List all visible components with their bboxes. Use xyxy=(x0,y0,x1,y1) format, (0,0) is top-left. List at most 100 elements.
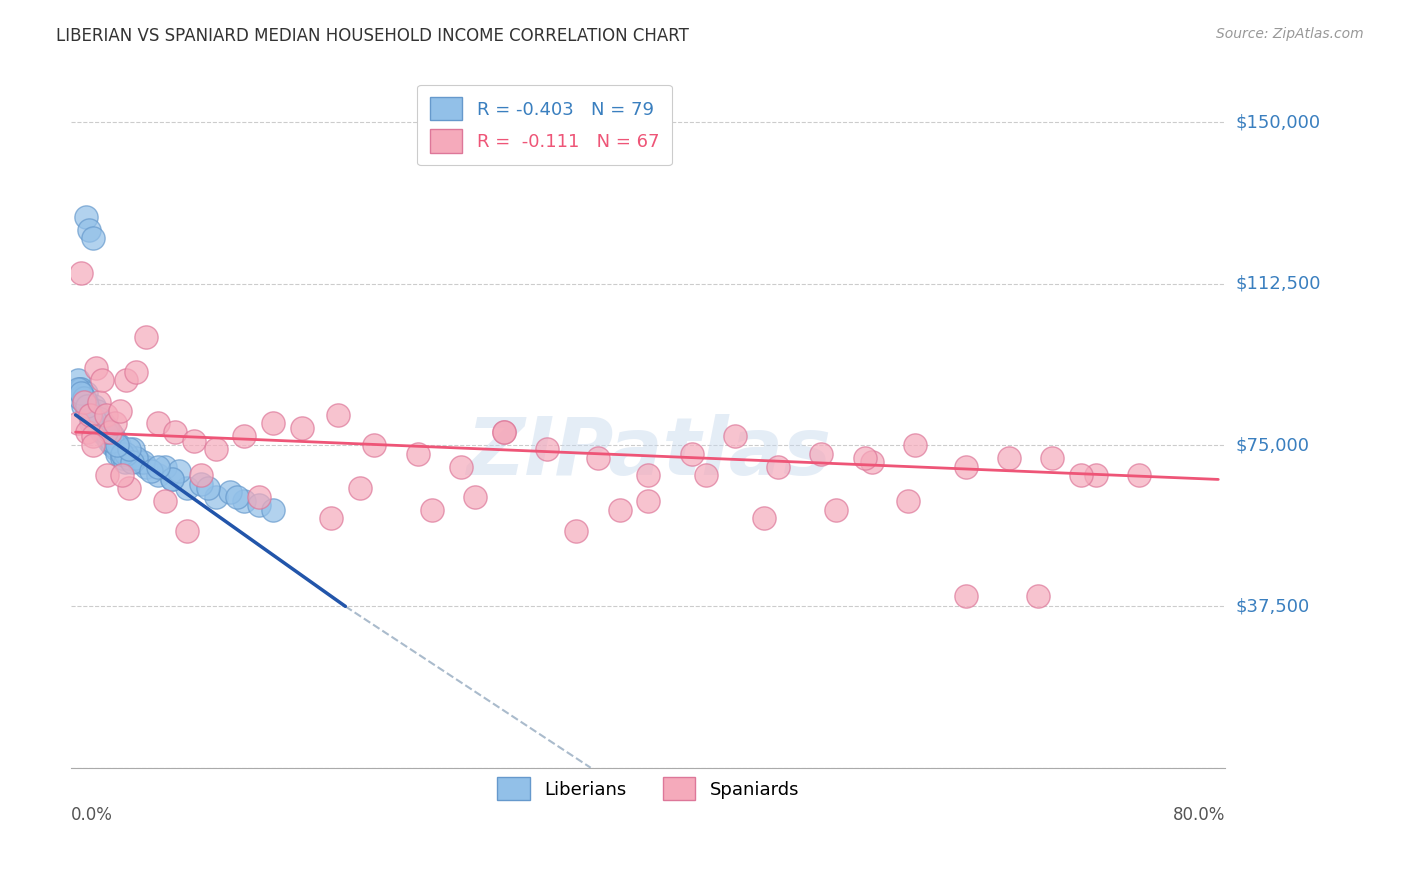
Point xyxy=(69,382,91,396)
Point xyxy=(825,502,848,516)
Point xyxy=(165,425,187,439)
Point xyxy=(955,459,977,474)
Point xyxy=(363,438,385,452)
Point xyxy=(75,210,97,224)
Text: $75,000: $75,000 xyxy=(1236,436,1309,454)
Text: ZIPatlas: ZIPatlas xyxy=(465,414,831,492)
Point xyxy=(76,403,98,417)
Point xyxy=(107,438,129,452)
Point xyxy=(637,468,659,483)
Point xyxy=(77,399,100,413)
Point xyxy=(450,459,472,474)
Point xyxy=(84,417,107,431)
Point xyxy=(153,494,176,508)
Point xyxy=(262,502,284,516)
Point xyxy=(233,494,256,508)
Point xyxy=(80,417,103,431)
Point xyxy=(114,455,136,469)
Point xyxy=(176,524,198,538)
Point xyxy=(118,481,141,495)
Point xyxy=(96,421,118,435)
Point xyxy=(853,450,876,465)
Point xyxy=(79,408,101,422)
Point xyxy=(76,425,98,439)
Point xyxy=(98,425,121,439)
Point xyxy=(146,459,169,474)
Point xyxy=(76,399,98,413)
Point xyxy=(420,502,443,516)
Point xyxy=(98,425,121,439)
Point xyxy=(998,450,1021,465)
Point xyxy=(169,464,191,478)
Point xyxy=(75,395,97,409)
Point xyxy=(197,481,219,495)
Point xyxy=(1040,450,1063,465)
Point xyxy=(86,403,108,417)
Point xyxy=(128,455,150,469)
Text: 80.0%: 80.0% xyxy=(1173,806,1226,824)
Point xyxy=(110,403,132,417)
Point xyxy=(135,330,157,344)
Point xyxy=(162,472,184,486)
Point xyxy=(247,490,270,504)
Point xyxy=(233,429,256,443)
Point xyxy=(190,468,212,483)
Point xyxy=(94,425,117,439)
Point xyxy=(695,468,717,483)
Point xyxy=(190,476,212,491)
Point xyxy=(1128,468,1150,483)
Point xyxy=(219,485,242,500)
Point xyxy=(464,490,486,504)
Point xyxy=(97,434,120,448)
Point xyxy=(75,386,97,401)
Point xyxy=(349,481,371,495)
Point xyxy=(83,399,105,413)
Point xyxy=(204,442,226,457)
Point xyxy=(91,417,114,431)
Point xyxy=(132,455,155,469)
Point xyxy=(94,408,117,422)
Point xyxy=(84,360,107,375)
Point xyxy=(89,412,111,426)
Point xyxy=(1026,589,1049,603)
Point xyxy=(121,455,143,469)
Point xyxy=(146,417,169,431)
Point xyxy=(609,502,631,516)
Point xyxy=(146,468,169,483)
Point xyxy=(536,442,558,457)
Point xyxy=(91,421,114,435)
Point xyxy=(87,421,110,435)
Point xyxy=(72,399,94,413)
Point xyxy=(125,450,148,465)
Legend: Liberians, Spaniards: Liberians, Spaniards xyxy=(491,770,807,807)
Point xyxy=(82,429,104,443)
Point xyxy=(90,374,112,388)
Point xyxy=(494,425,516,439)
Point xyxy=(766,459,789,474)
Point xyxy=(72,391,94,405)
Point xyxy=(82,408,104,422)
Point xyxy=(247,498,270,512)
Point xyxy=(93,425,115,439)
Point xyxy=(73,395,96,409)
Point xyxy=(67,374,90,388)
Point xyxy=(955,589,977,603)
Point xyxy=(904,438,927,452)
Point xyxy=(67,417,90,431)
Point xyxy=(96,468,118,483)
Point xyxy=(724,429,747,443)
Point xyxy=(70,266,93,280)
Point xyxy=(86,417,108,431)
Point xyxy=(897,494,920,508)
Text: Source: ZipAtlas.com: Source: ZipAtlas.com xyxy=(1216,27,1364,41)
Point xyxy=(104,442,127,457)
Point xyxy=(100,438,122,452)
Point xyxy=(125,365,148,379)
Point xyxy=(111,447,134,461)
Point xyxy=(122,442,145,457)
Point xyxy=(101,429,124,443)
Point xyxy=(681,447,703,461)
Point xyxy=(115,447,138,461)
Point xyxy=(107,447,129,461)
Text: $37,500: $37,500 xyxy=(1236,598,1309,615)
